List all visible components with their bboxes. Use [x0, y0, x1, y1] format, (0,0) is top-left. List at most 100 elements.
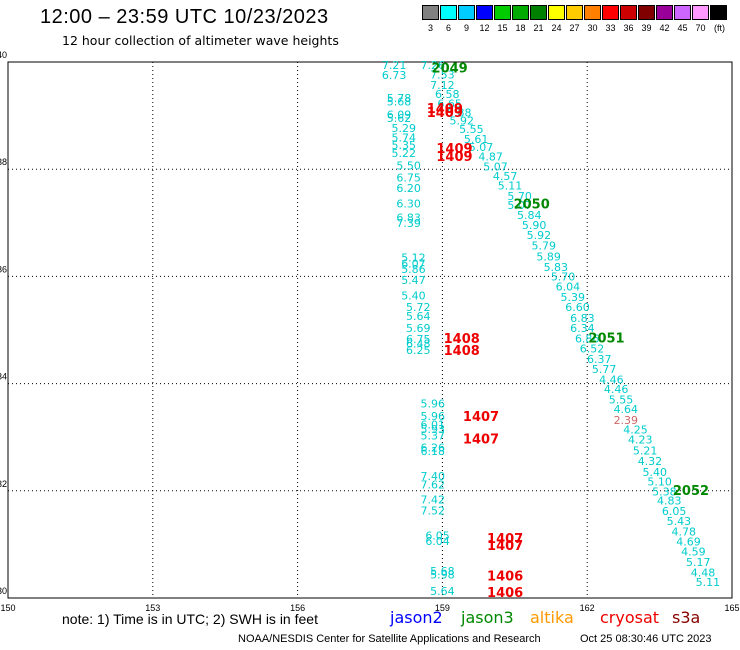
- pass-time-label: 1406: [487, 586, 523, 601]
- swh-label: 5.68: [430, 565, 455, 578]
- x-tick-label: 153: [145, 603, 160, 613]
- swh-label: 5.83: [544, 261, 569, 274]
- swh-label: 5.10: [647, 475, 672, 488]
- swh-label: 7.12: [430, 79, 455, 92]
- plot-frame: [7, 61, 733, 599]
- swh-label: 7.42: [420, 494, 445, 507]
- legend-swatch: [530, 5, 547, 20]
- pass-time-label: 1407: [487, 532, 523, 547]
- swh-label: 5.62: [387, 112, 412, 125]
- pass-time-label: 1408: [444, 332, 480, 347]
- swh-label: 6.34: [570, 322, 595, 335]
- y-tick-label: 34: [0, 372, 7, 382]
- swh-label: 7.52: [420, 504, 445, 517]
- legend-swatch: [620, 5, 637, 20]
- swh-label: 6.05: [425, 530, 450, 543]
- x-tick-label: 159: [435, 603, 450, 613]
- swh-label: 6.83: [396, 212, 421, 225]
- swh-label: 5.07: [469, 141, 494, 154]
- x-tick-label: 156: [290, 603, 305, 613]
- legend-label: 42: [659, 23, 670, 33]
- swh-label: 4.46: [604, 383, 629, 396]
- swh-label: 6.86: [575, 332, 600, 345]
- swh-label: 6.75: [396, 172, 421, 185]
- legend-swatch: [584, 5, 601, 20]
- swh-label: 5.11: [498, 180, 523, 193]
- legend-label: 6: [445, 23, 451, 33]
- swh-label: 5.40: [643, 466, 668, 479]
- swh-label: 5.55: [459, 123, 484, 136]
- legend-swatch: [458, 5, 475, 20]
- swh-label: 5.96: [420, 398, 445, 411]
- legend-swatch: [710, 5, 727, 20]
- swh-label: 4.32: [638, 455, 663, 468]
- sat-altika-label: altika: [530, 608, 574, 627]
- swh-label: 4.59: [681, 546, 706, 559]
- pass-time-label: 1409: [427, 102, 463, 117]
- legend-label: 12: [479, 23, 490, 33]
- legend-swatch: [440, 5, 457, 20]
- legend-swatch: [638, 5, 655, 20]
- swh-label: 6.83: [570, 312, 595, 325]
- pass-time-label: 1407: [487, 539, 523, 554]
- legend-label: 24: [551, 23, 562, 33]
- swh-label: 5.86: [401, 263, 426, 276]
- swh-label: 5.50: [396, 160, 421, 173]
- x-tick-label: 165: [724, 603, 739, 613]
- swh-label: 6.20: [396, 182, 421, 195]
- swh-label: 5.39: [560, 291, 585, 304]
- legend-swatch: [674, 5, 691, 20]
- swh-label: 4.64: [614, 403, 639, 416]
- swh-label: 6.09: [387, 108, 412, 121]
- swh-label: 4.78: [671, 525, 696, 538]
- legend-swatch: [548, 5, 565, 20]
- pass-time-label: 2049: [432, 62, 468, 77]
- pass-time-label: 1409: [427, 106, 463, 121]
- swh-label: 6.25: [406, 344, 431, 357]
- swh-label: 5.77: [592, 363, 617, 376]
- footer-credit: NOAA/NESDIS Center for Satellite Applica…: [238, 633, 541, 645]
- legend-label: 18: [515, 23, 526, 33]
- swh-label: 5.07: [483, 160, 508, 173]
- legend-label: 27: [569, 23, 580, 33]
- pass-time-label: 2051: [588, 331, 624, 346]
- legend-label: 36: [623, 23, 634, 33]
- swh-label: 7.26: [420, 59, 445, 72]
- legend-swatch: [476, 5, 493, 20]
- sat-cryosat-label: cryosat: [600, 608, 660, 627]
- swh-label: 7.62: [420, 479, 445, 492]
- footer-timestamp: Oct 25 08:30:46 UTC 2023: [580, 633, 712, 645]
- swh-label: 5.93: [420, 423, 445, 436]
- swh-label: 5.21: [633, 444, 658, 457]
- sat-jason3-label: jason3: [461, 608, 514, 627]
- swh-label: 4.83: [657, 495, 682, 508]
- swh-label: 5.89: [536, 250, 561, 263]
- swh-label: 5.29: [392, 122, 417, 135]
- pass-time-label: 1407: [463, 410, 499, 425]
- y-tick-label: 40: [0, 50, 7, 60]
- swh-label: 5.88: [447, 107, 472, 120]
- x-tick-label: 150: [0, 603, 15, 613]
- swh-label: 5.96: [420, 410, 445, 423]
- legend-label: 15: [497, 23, 508, 33]
- swh-label: 5.90: [522, 219, 547, 232]
- swh-label-highlight: 2.39: [614, 414, 639, 427]
- swh-label: 5.98: [430, 569, 455, 582]
- page-title: 12:00 – 23:59 UTC 10/23/2023: [40, 6, 329, 28]
- pass-time-label: 2052: [673, 484, 709, 499]
- legend-label: 39: [641, 23, 652, 33]
- pass-time-label: 1409: [436, 150, 472, 165]
- swh-label: 6.01: [420, 419, 445, 432]
- legend-swatch: [512, 5, 529, 20]
- legend-label: 33: [605, 23, 616, 33]
- sat-s3a-label: s3a: [672, 608, 701, 627]
- swh-label: 5.79: [532, 240, 557, 253]
- swh-label: 5.40: [401, 289, 426, 302]
- swh-label: 6.07: [401, 257, 426, 270]
- swh-label: 5.92: [449, 115, 474, 128]
- swh-label: 5.38: [652, 486, 677, 499]
- swh-label: 5.69: [406, 322, 431, 335]
- swh-label: 4.23: [628, 434, 653, 447]
- pass-time-label: 1407: [463, 433, 499, 448]
- swh-label: 4.69: [676, 535, 701, 548]
